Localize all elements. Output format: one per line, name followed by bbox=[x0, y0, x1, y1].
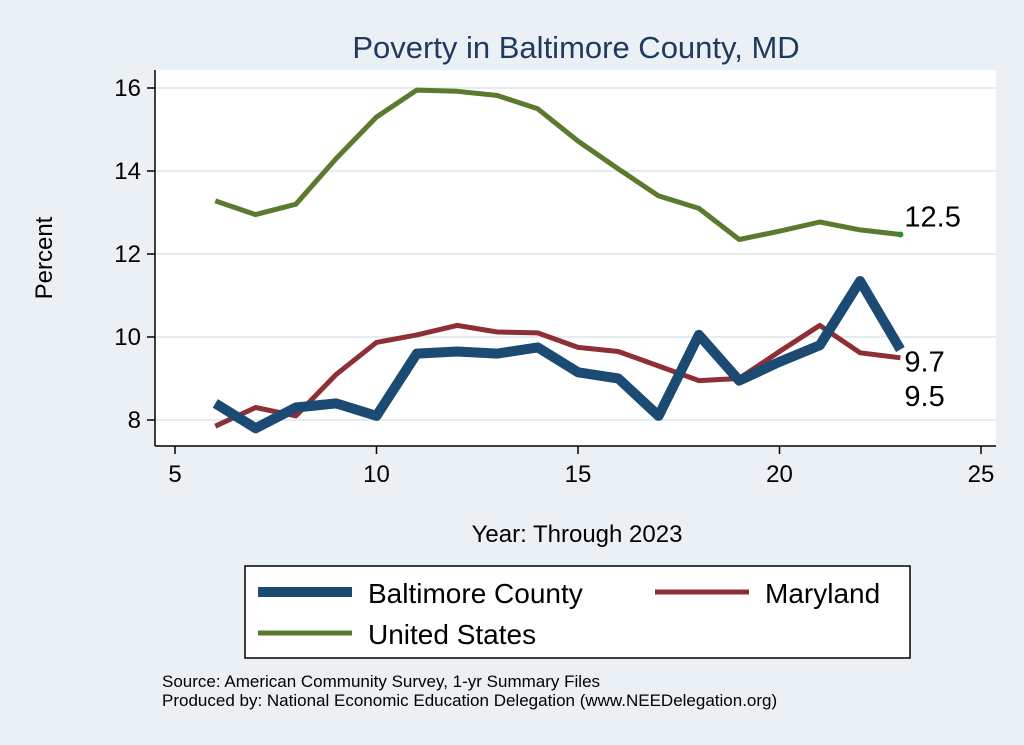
x-tick-label-10: 10 bbox=[363, 461, 390, 488]
legend-label-baltimore-county: Baltimore County bbox=[368, 578, 583, 609]
legend: Baltimore County Maryland United States bbox=[244, 565, 911, 659]
end-label-maryland: 9.5 bbox=[904, 381, 944, 413]
legend-box bbox=[244, 565, 911, 659]
y-axis-title: Percent bbox=[31, 216, 58, 299]
y-tick-label-12: 12 bbox=[114, 241, 141, 268]
produced-by-note: Produced by: National Economic Education… bbox=[162, 691, 778, 710]
chart-title: Poverty in Baltimore County, MD bbox=[352, 30, 799, 65]
series-line-maryland bbox=[214, 322, 901, 429]
end-labels: 9.79.5 12.5 bbox=[897, 201, 961, 413]
y-tick-label-16: 16 bbox=[114, 75, 141, 102]
x-tick-label-20: 20 bbox=[766, 461, 793, 488]
x-tick-label-25: 25 bbox=[968, 461, 995, 488]
axes: 8 10 12 14 16 5 10 15 20 25 bbox=[114, 70, 996, 488]
plot-area bbox=[155, 70, 996, 446]
series-layer bbox=[212, 87, 905, 434]
x-tick-label-15: 15 bbox=[565, 461, 592, 488]
x-axis-title: Year: Through 2023 bbox=[472, 521, 683, 548]
legend-label-united-states: United States bbox=[368, 619, 536, 650]
y-tick-label-14: 14 bbox=[114, 158, 141, 185]
y-tick-label-10: 10 bbox=[114, 324, 141, 351]
series-line-united-states bbox=[214, 87, 901, 242]
end-marker-united-states bbox=[897, 231, 904, 238]
grid bbox=[155, 87, 996, 421]
end-label-baltimore-county: 9.7 bbox=[904, 346, 944, 378]
series-line-baltimore-county bbox=[212, 276, 905, 434]
legend-label-maryland: Maryland bbox=[765, 578, 880, 609]
end-label-united-states: 12.5 bbox=[904, 201, 960, 233]
source-note: Source: American Community Survey, 1-yr … bbox=[162, 672, 601, 691]
y-tick-label-8: 8 bbox=[128, 407, 141, 434]
x-tick-label-5: 5 bbox=[168, 461, 181, 488]
